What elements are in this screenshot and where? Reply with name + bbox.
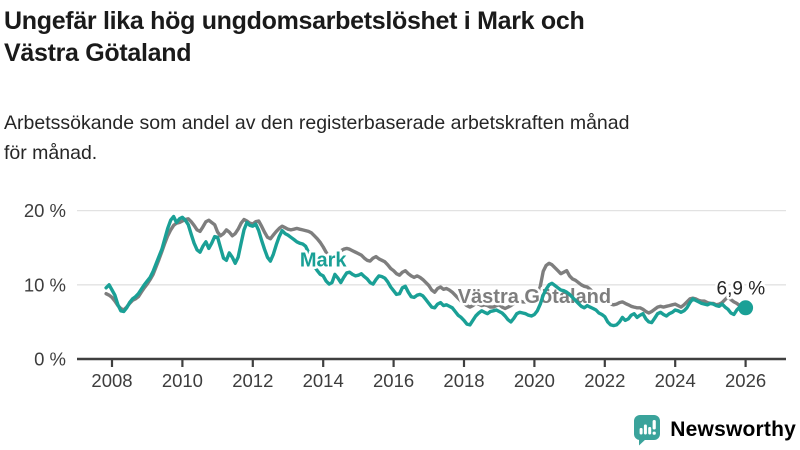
page-title: Ungefär lika hög ungdomsarbetslöshet i M… xyxy=(4,5,798,69)
x-tick-label-2024: 2024 xyxy=(655,370,696,391)
x-tick-label-2012: 2012 xyxy=(232,370,273,391)
gridlines xyxy=(77,209,786,286)
chart-subtitle-line-2: för månad. xyxy=(4,142,98,164)
x-tick-label-2008: 2008 xyxy=(91,370,132,391)
newsworthy-logo-text: Newsworthy xyxy=(670,418,796,441)
chart-subtitle: Arbetssökande som andel av den registerb… xyxy=(4,108,798,168)
x-tick-label-2022: 2022 xyxy=(584,370,625,391)
newsworthy-logo-icon xyxy=(634,415,661,446)
chart-subtitle-line-1: Arbetssökande som andel av den registerb… xyxy=(4,112,630,134)
page-title-line-2: Västra Götaland xyxy=(4,39,192,67)
speech-bubble-shape xyxy=(634,415,661,446)
newsworthy-branding: Newsworthy xyxy=(633,414,796,446)
latest-value-dot xyxy=(738,300,754,316)
x-tick-label-2010: 2010 xyxy=(162,370,203,391)
x-tick-label-2014: 2014 xyxy=(303,370,344,391)
series-mark: Mark 6,9 % xyxy=(104,214,768,328)
series-line-mark xyxy=(104,214,748,328)
y-tick-label-0: 0 % xyxy=(34,349,66,370)
x-tick-label-2020: 2020 xyxy=(514,370,555,391)
x-tick-label-2016: 2016 xyxy=(373,370,414,391)
latest-value-label: 6,9 % xyxy=(717,278,766,299)
x-tick-label-2018: 2018 xyxy=(443,370,484,391)
axes: 2008 2010 2012 2014 2016 2018 2020 2022 2024 2026… xyxy=(24,200,786,391)
series-label-mark: Mark xyxy=(300,249,348,271)
page-title-line-1: Ungefär lika hög ungdomsarbetslöshet i M… xyxy=(4,7,585,35)
y-tick-label-10: 10 % xyxy=(24,274,66,295)
bar-chart-glyph xyxy=(639,420,657,435)
x-tick-label-2026: 2026 xyxy=(725,370,766,391)
y-tick-label-20: 20 % xyxy=(24,200,66,221)
series-line-v-stra-g-taland xyxy=(104,217,748,315)
